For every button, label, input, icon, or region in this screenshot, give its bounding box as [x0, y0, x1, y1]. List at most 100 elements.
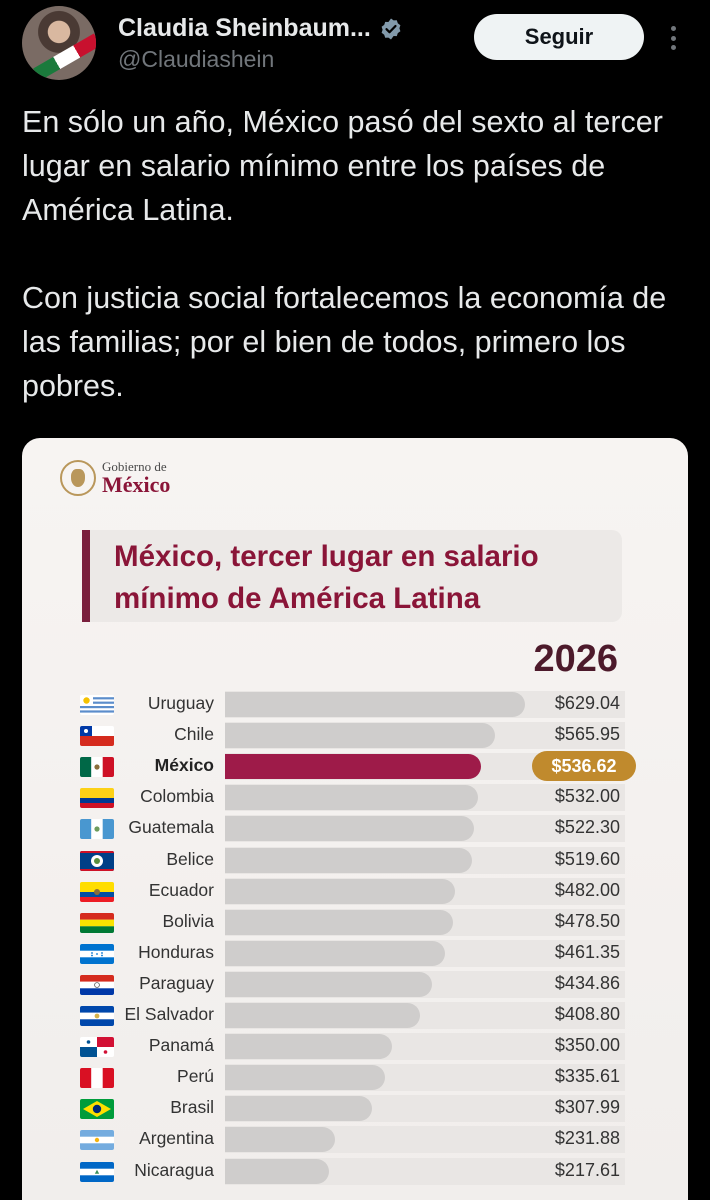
bar — [225, 723, 495, 749]
chart-row: Uruguay $629.04 — [22, 689, 688, 720]
country-label: Uruguay — [147, 693, 214, 713]
chart-row: Perú $335.61 — [22, 1062, 688, 1093]
chart-row: Paraguay $434.86 — [22, 969, 688, 1000]
country-flag-icon — [80, 943, 114, 964]
chart-row: Brasil $307.99 — [22, 1093, 688, 1124]
chart-row: El Salvador $408.80 — [22, 1000, 688, 1031]
value-label: $519.60 — [554, 848, 620, 869]
country-label: El Salvador — [124, 1004, 215, 1024]
chart-title-line: México, tercer lugar en salario — [114, 540, 539, 573]
value-label: $217.61 — [554, 1159, 620, 1180]
country-label: Perú — [177, 1066, 214, 1087]
country-flag-icon — [80, 1006, 114, 1026]
sash-decoration — [33, 33, 96, 80]
country-label: Nicaragua — [134, 1159, 214, 1180]
value-label: $522.30 — [554, 817, 620, 838]
country-flag-icon — [80, 881, 114, 902]
follow-button[interactable]: Seguir — [474, 14, 644, 60]
bar — [225, 816, 474, 842]
country-flag-icon — [80, 1130, 114, 1151]
bar — [225, 1065, 385, 1091]
country-flag-icon — [80, 1037, 114, 1058]
chart-row: Honduras $461.35 — [22, 938, 688, 969]
post-paragraph: Con justicia social fortalecemos la econ… — [22, 281, 667, 403]
value-label: $307.99 — [554, 1097, 620, 1118]
bar — [225, 1034, 392, 1060]
country-label: Argentina — [139, 1128, 214, 1149]
bar — [225, 785, 479, 811]
country-label: Honduras — [138, 941, 214, 962]
bar — [225, 847, 473, 873]
avatar[interactable] — [22, 6, 96, 80]
country-flag-icon — [80, 850, 114, 871]
country-flag-icon — [80, 726, 114, 747]
bar — [225, 1158, 329, 1184]
bar — [225, 1127, 336, 1153]
country-label: Panamá — [148, 1035, 214, 1056]
country-label: Chile — [174, 724, 214, 745]
value-label: $461.35 — [554, 941, 620, 962]
bar — [225, 692, 525, 717]
country-label: Paraguay — [139, 972, 214, 993]
value-label: $565.95 — [554, 724, 620, 745]
display-name[interactable]: Claudia Sheinbaum... — [118, 14, 371, 42]
country-flag-icon — [80, 757, 114, 778]
value-label: $408.80 — [554, 1004, 620, 1024]
value-label: $231.88 — [554, 1128, 620, 1149]
logo-small-text: Gobierno de — [102, 459, 167, 474]
chart-row: Ecuador $482.00 — [22, 876, 688, 907]
logo-big-text: México — [102, 472, 171, 497]
country-label: México — [154, 755, 214, 776]
chart-row: Panamá $350.00 — [22, 1031, 688, 1062]
post-image[interactable]: Gobierno de México México, tercer lugar … — [22, 438, 688, 1200]
country-flag-icon — [80, 788, 114, 809]
value-label: $335.61 — [554, 1066, 620, 1087]
chart-row: Guatemala $522.30 — [22, 813, 688, 844]
value-label: $478.50 — [554, 910, 620, 931]
bar — [225, 1003, 420, 1028]
value-label: $629.04 — [554, 693, 620, 713]
chart-year: 2026 — [533, 638, 618, 680]
eagle-seal-icon — [60, 460, 96, 496]
value-label: $434.86 — [554, 972, 620, 993]
bar — [225, 878, 455, 904]
country-flag-icon — [80, 974, 114, 995]
user-handle[interactable]: @Claudiashein — [118, 46, 275, 72]
chart-row: Nicaragua $217.61 — [22, 1156, 688, 1187]
value-label: $482.00 — [554, 879, 620, 900]
chart-title-line: mínimo de América Latina — [114, 582, 481, 615]
bar — [225, 1096, 372, 1122]
country-flag-icon — [80, 819, 114, 840]
name-row: Claudia Sheinbaum... — [118, 14, 403, 43]
chart-row: Bolivia $478.50 — [22, 907, 688, 938]
post-paragraph: En sólo un año, México pasó del sexto al… — [22, 105, 663, 227]
bar — [225, 754, 481, 780]
country-label: Guatemala — [128, 817, 214, 838]
post-text: En sólo un año, México pasó del sexto al… — [22, 100, 682, 408]
country-label: Belice — [166, 848, 214, 869]
country-flag-icon — [80, 1099, 114, 1120]
country-flag-icon — [80, 695, 114, 715]
chart-row: Belice $519.60 — [22, 845, 688, 876]
chart-title: México, tercer lugar en salario mínimo d… — [114, 536, 634, 620]
title-accent-bar — [82, 530, 90, 622]
country-label: Brasil — [170, 1097, 214, 1118]
chart-row: Colombia $532.00 — [22, 782, 688, 813]
post-header: Claudia Sheinbaum... @Claudiashein Segui… — [0, 0, 710, 90]
country-flag-icon — [80, 1161, 114, 1182]
title-background — [82, 530, 622, 622]
value-label: $350.00 — [554, 1035, 620, 1056]
bar — [225, 971, 433, 997]
country-flag-icon — [80, 912, 114, 933]
value-label: $532.00 — [554, 786, 620, 807]
more-options-icon[interactable] — [662, 22, 684, 54]
country-label: Colombia — [140, 786, 214, 807]
country-label: Bolivia — [162, 910, 214, 931]
chart-row: Chile $565.95 — [22, 720, 688, 751]
bar — [225, 909, 453, 935]
chart-row: México $536.62 — [22, 751, 688, 782]
country-flag-icon — [80, 1068, 114, 1089]
chart-row: Argentina $231.88 — [22, 1124, 688, 1155]
bar — [225, 940, 445, 966]
value-label: $536.62 — [532, 751, 636, 782]
